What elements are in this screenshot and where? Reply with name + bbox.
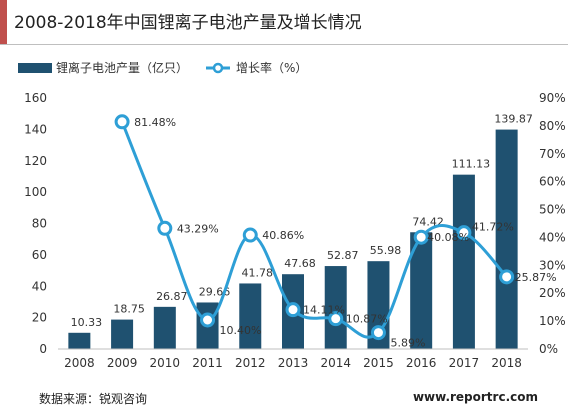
bar-value-label: 139.87: [494, 113, 533, 126]
growth-point-2013: [285, 302, 301, 318]
y-left-tick-label: 0: [39, 342, 47, 356]
x-tick-label: 2013: [278, 356, 309, 370]
growth-point-2011: [200, 312, 216, 328]
y-left-tick-label: 120: [24, 154, 47, 168]
bar-2014: [324, 266, 347, 349]
x-tick-label: 2009: [107, 356, 138, 370]
y-right-tick-label: 10%: [539, 314, 566, 328]
legend-line-label: 增长率（%）: [236, 60, 307, 75]
chart-title: 2008-2018年中国锂离子电池产量及增长情况: [14, 13, 362, 33]
y-left-tick-label: 60: [32, 248, 47, 262]
growth-value-label: 81.48%: [134, 116, 176, 129]
y-right-tick-label: 40%: [539, 230, 566, 244]
title-divider: [0, 44, 568, 45]
y-left-tick-label: 160: [24, 91, 47, 105]
bar-2009: [111, 319, 134, 349]
legend-bar-label: 锂离子电池产量（亿只）: [56, 60, 188, 75]
growth-point-2016: [413, 229, 429, 245]
bar-value-label: 41.78: [242, 266, 274, 279]
growth-value-label: 40.86%: [262, 229, 304, 242]
x-tick-label: 2017: [449, 356, 480, 370]
y-right-tick-label: 50%: [539, 203, 566, 217]
growth-value-label: 14.11%: [303, 304, 345, 317]
growth-value-label: 41.72%: [472, 221, 514, 234]
growth-value-label: 10.40%: [220, 324, 262, 337]
bar-2016: [410, 232, 433, 349]
growth-value-label: 40.08%: [427, 231, 469, 244]
bar-2010: [153, 306, 176, 349]
growth-point-2014: [328, 311, 344, 327]
x-tick-label: 2012: [235, 356, 266, 370]
bar-value-label: 52.87: [327, 249, 359, 262]
x-tick-label: 2016: [406, 356, 437, 370]
growth-point-2017: [456, 225, 472, 241]
y-left-tick-label: 20: [32, 311, 47, 325]
y-right-tick-label: 0%: [539, 342, 558, 356]
website-url: www.reportrc.com: [412, 390, 538, 404]
y-right-tick-label: 20%: [539, 286, 566, 300]
y-left-tick-label: 80: [32, 217, 47, 231]
bar-2008: [68, 332, 91, 349]
growth-point-2018: [499, 269, 515, 285]
growth-point-2010: [157, 220, 173, 236]
x-tick-label: 2008: [64, 356, 95, 370]
y-right-tick-label: 60%: [539, 175, 566, 189]
data-source: 数据来源：锐观咨询: [39, 392, 148, 406]
bar-value-label: 47.68: [284, 257, 316, 270]
y-left-tick-label: 40: [32, 279, 47, 293]
title-accent-bar: [0, 0, 7, 44]
bar-2012: [239, 283, 262, 349]
bar-value-label: 55.98: [370, 244, 402, 257]
x-tick-label: 2014: [320, 356, 351, 370]
bar-value-label: 18.75: [113, 303, 145, 316]
growth-point-2009: [114, 114, 130, 130]
bar-2017: [452, 174, 475, 349]
y-right-tick-label: 80%: [539, 119, 566, 133]
bar-2018: [495, 129, 518, 349]
legend-line-marker: [212, 62, 224, 74]
bar-value-label: 111.13: [452, 158, 491, 171]
legend-bar-swatch: [18, 63, 52, 73]
growth-point-2015: [370, 325, 386, 341]
growth-value-label: 10.87%: [346, 313, 388, 326]
y-right-tick-label: 90%: [539, 91, 566, 105]
y-right-tick-label: 70%: [539, 147, 566, 161]
growth-value-label: 43.29%: [177, 222, 219, 235]
bar-value-label: 26.87: [156, 290, 188, 303]
x-tick-label: 2011: [192, 356, 223, 370]
y-right-tick-label: 30%: [539, 258, 566, 272]
growth-value-label: 25.87%: [515, 271, 557, 284]
x-tick-label: 2010: [150, 356, 181, 370]
x-tick-label: 2018: [491, 356, 522, 370]
bar-value-label: 10.33: [71, 316, 103, 329]
growth-value-label: 5.89%: [390, 337, 425, 350]
y-left-tick-label: 140: [24, 122, 47, 136]
y-left-tick-label: 100: [24, 185, 47, 199]
x-tick-label: 2015: [363, 356, 394, 370]
growth-point-2012: [242, 227, 258, 243]
